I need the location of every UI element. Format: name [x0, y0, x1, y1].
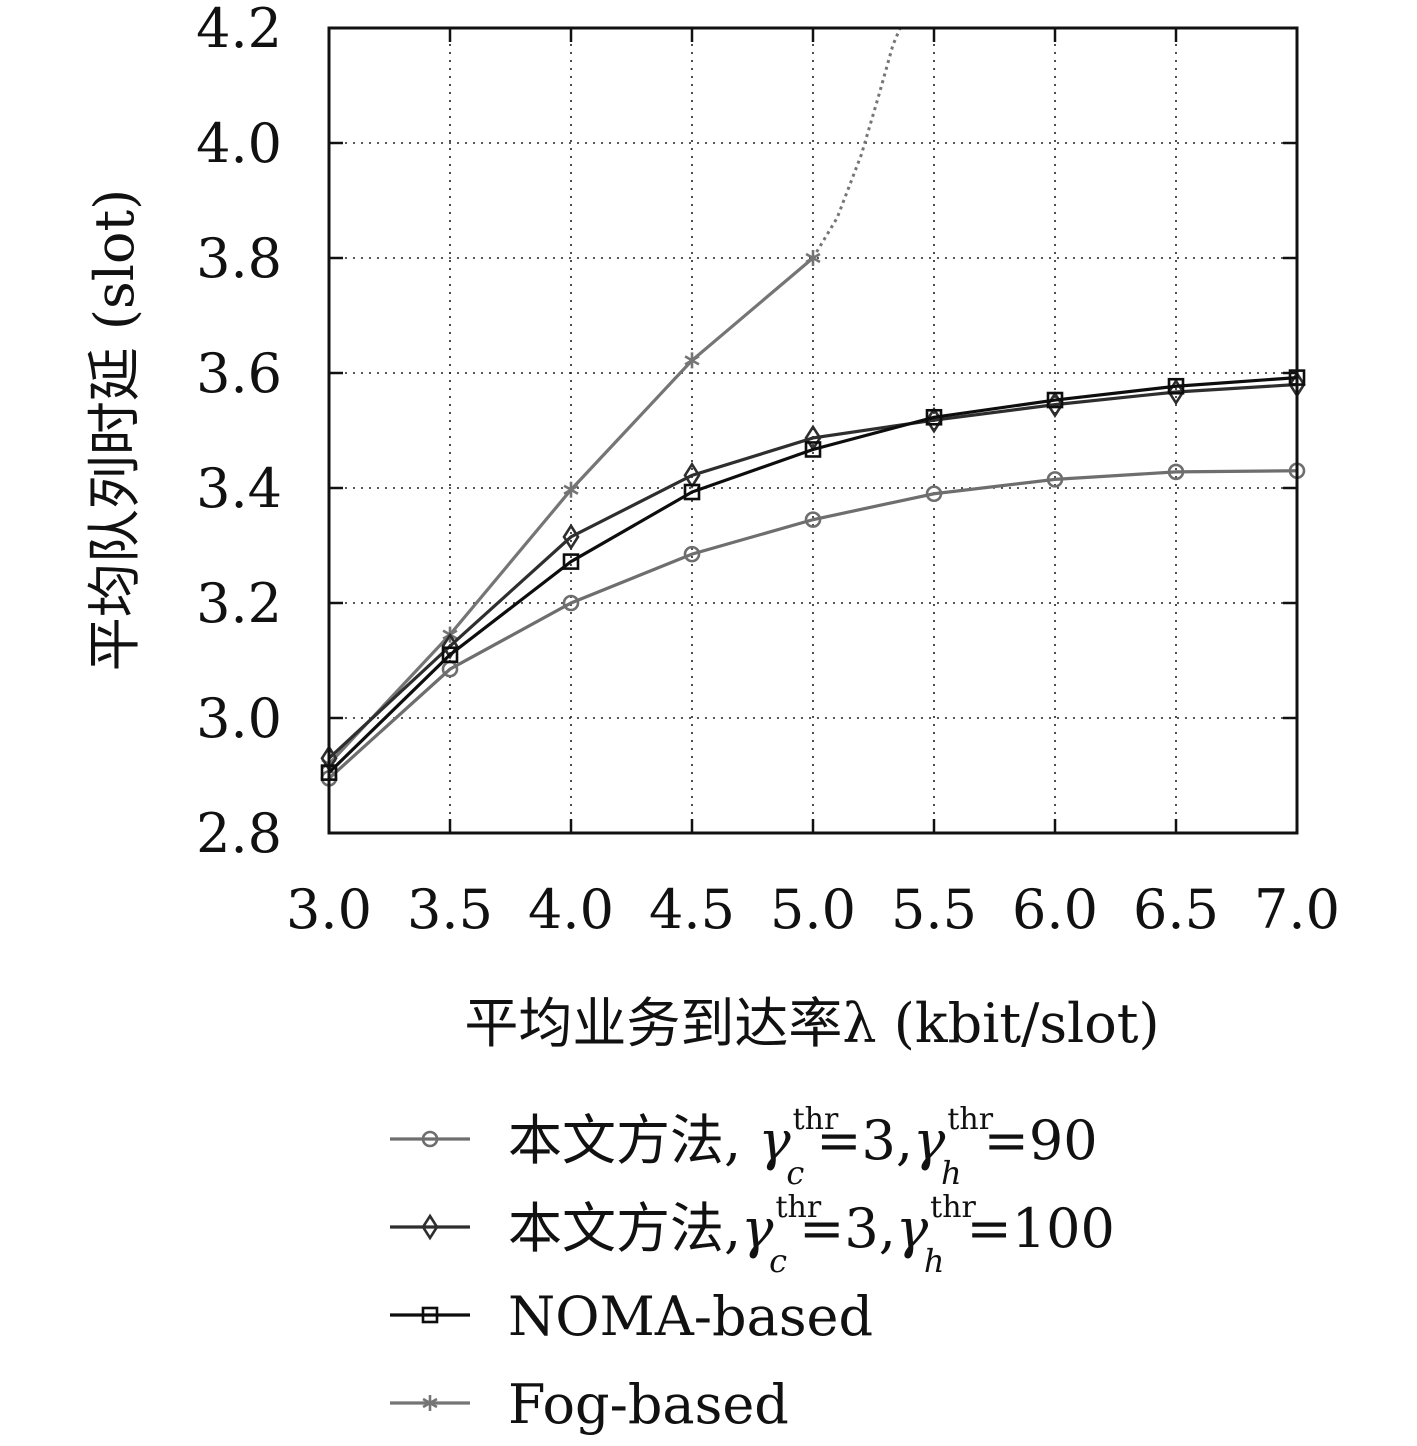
tick-marks	[327, 26, 1299, 835]
star-stroke	[563, 484, 579, 495]
legend-item: 本文方法, γthr c=3,γthr h=90	[390, 1102, 1098, 1192]
legend-text-part: h	[941, 1154, 962, 1192]
data-point-square	[925, 408, 943, 426]
data-point-diamond	[441, 632, 459, 660]
x-tick-label: 6.0	[1012, 878, 1098, 941]
grid-lines	[329, 28, 1297, 833]
legend-text-part: 本文方法,	[508, 1109, 758, 1172]
x-tick-label: 5.0	[770, 878, 856, 941]
y-tick-labels: 2.8 3.0 3.2 3.4 3.6 3.8 4.0 4.2	[196, 0, 282, 865]
legend-text-part: thr	[793, 1102, 839, 1137]
y-tick-label: 4.0	[196, 112, 282, 175]
series-line	[327, 382, 1298, 760]
data-point-circle	[925, 485, 943, 503]
series-circle	[320, 462, 1306, 787]
legend-item: NOMA-based	[390, 1285, 873, 1348]
star-stroke	[684, 355, 700, 366]
legend-text-part: c	[786, 1154, 804, 1192]
star-stroke	[805, 252, 821, 264]
y-tick-label: 3.6	[196, 342, 282, 405]
series-line	[327, 469, 1298, 780]
data-point-square	[421, 1306, 439, 1324]
legend-text-part: =100	[966, 1197, 1114, 1260]
y-tick-label: 3.8	[196, 227, 282, 290]
legend-label: 本文方法, γthr c=3,γthr h=90	[508, 1102, 1098, 1192]
data-point-diamond	[421, 1213, 439, 1241]
legend-text-part: h	[924, 1242, 945, 1280]
data-point-star	[563, 481, 579, 498]
x-tick-label: 3.5	[407, 878, 493, 941]
y-tick-label: 3.2	[196, 572, 282, 635]
legend-text-part: c	[769, 1242, 787, 1280]
x-tick-labels: 3.0 3.5 4.0 4.5 5.0 5.5 6.0 6.5 7.0	[286, 878, 1340, 941]
data-point-diamond	[683, 461, 701, 489]
x-tick-label: 4.0	[528, 878, 614, 941]
x-axis-title: 平均业务到达率λ (kbit/slot)	[464, 992, 1159, 1055]
legend-text-part: =3,	[816, 1109, 913, 1172]
legend-text-part: γ	[896, 1197, 929, 1260]
legend-item: 本文方法,γthr c=3,γthr h=100	[390, 1190, 1115, 1280]
legend-text-part: thr	[930, 1190, 976, 1225]
data-point-star	[805, 250, 821, 266]
x-tick-label: 7.0	[1254, 878, 1340, 941]
data-point-star	[684, 352, 700, 369]
y-tick-label: 2.8	[196, 802, 282, 865]
data-point-circle	[562, 594, 580, 612]
y-tick-label: 4.2	[196, 0, 282, 60]
data-point-diamond	[562, 523, 580, 551]
y-tick-label: 3.4	[196, 457, 282, 520]
series-line	[327, 376, 1298, 774]
legend-text-part: thr	[947, 1102, 993, 1137]
legend-text-part: =90	[984, 1109, 1098, 1172]
data-point-square	[804, 441, 822, 458]
data-point-circle	[1167, 463, 1185, 481]
x-tick-label: 6.5	[1133, 878, 1219, 941]
data-point-square	[441, 646, 459, 664]
plot-series	[320, 27, 1306, 787]
legend-text-part: =3,	[799, 1197, 896, 1260]
data-point-square	[1167, 377, 1185, 395]
legend-item: Fog-based	[390, 1373, 789, 1436]
x-tick-label: 5.5	[891, 878, 977, 941]
star-stroke	[422, 1397, 438, 1409]
y-tick-label: 3.0	[196, 687, 282, 750]
series-square	[320, 369, 1306, 781]
series-extension-line	[811, 27, 902, 259]
data-point-circle	[1046, 471, 1064, 488]
y-axis-title: 平均队列时延 (slot)	[83, 189, 146, 672]
data-point-star	[422, 1395, 438, 1411]
data-point-square	[683, 483, 701, 501]
legend-text-part: γ	[913, 1109, 946, 1172]
data-point-circle	[421, 1130, 439, 1148]
legend-label: Fog-based	[508, 1373, 789, 1436]
x-tick-label: 3.0	[286, 878, 372, 941]
data-point-circle	[683, 545, 701, 563]
x-tick-label: 4.5	[649, 878, 735, 941]
data-point-circle	[804, 511, 822, 528]
legend-text-part: γ	[758, 1109, 791, 1172]
data-point-square	[562, 553, 580, 570]
legend-text-part: thr	[775, 1190, 821, 1225]
legend-text-part: γ	[741, 1197, 774, 1260]
data-point-square	[1046, 391, 1064, 409]
legend-label: NOMA-based	[508, 1285, 873, 1348]
legend-text-part: 本文方法,	[508, 1197, 741, 1260]
legend-label: 本文方法,γthr c=3,γthr h=100	[508, 1190, 1115, 1280]
